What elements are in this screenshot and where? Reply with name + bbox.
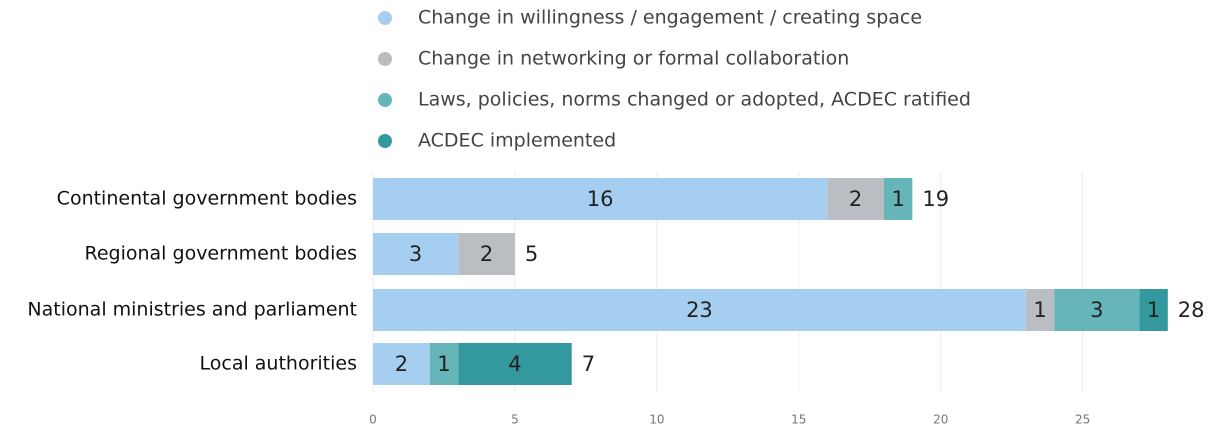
x-tick-label: 25 [1075,413,1090,427]
legend-label: Laws, policies, norms changed or adopted… [418,89,971,111]
bar-segment [373,289,1026,331]
bar-segment [373,233,459,275]
data-label: 23 [686,298,713,322]
data-label: 3 [409,242,422,266]
data-label: 1 [1147,298,1160,322]
x-tick-label: 20 [933,413,948,427]
legend-label: Change in networking or formal collabora… [418,48,849,70]
bar-segment [1054,289,1140,331]
data-label: 2 [849,187,862,211]
bar-segment [827,178,884,220]
bar-segment [458,343,572,385]
total-label: 19 [922,187,949,211]
legend-label: Change in willingness / engagement / cre… [418,7,922,29]
y-tick-label: Local authorities [200,353,358,375]
bar-segment [373,343,430,385]
total-label: 5 [525,242,538,266]
bar-segment [429,343,459,385]
data-label: 3 [1090,298,1103,322]
y-tick-label: National ministries and parliament [27,299,357,321]
bar-segment [458,233,515,275]
legend-marker [378,134,392,148]
data-label: 2 [395,352,408,376]
data-label: 4 [508,352,521,376]
legend-marker [378,93,392,107]
x-tick-label: 15 [791,413,806,427]
bar-segment [1139,289,1168,331]
bar-segment [883,178,913,220]
bar-segment [1025,289,1055,331]
data-label: 16 [587,187,614,211]
data-label: 2 [480,242,493,266]
x-tick-label: 5 [511,413,519,427]
total-label: 7 [582,352,595,376]
legend-label: ACDEC implemented [418,130,616,152]
y-tick-label: Regional government bodies [85,243,358,265]
x-tick-label: 0 [369,413,377,427]
y-tick-label: Continental government bodies [57,188,357,210]
total-label: 28 [1178,298,1205,322]
data-label: 1 [891,187,904,211]
bar-segment [373,178,828,220]
legend-marker [378,11,392,25]
legend-marker [378,52,392,66]
data-label: 1 [1033,298,1046,322]
x-tick-label: 10 [649,413,664,427]
data-label: 1 [437,352,450,376]
